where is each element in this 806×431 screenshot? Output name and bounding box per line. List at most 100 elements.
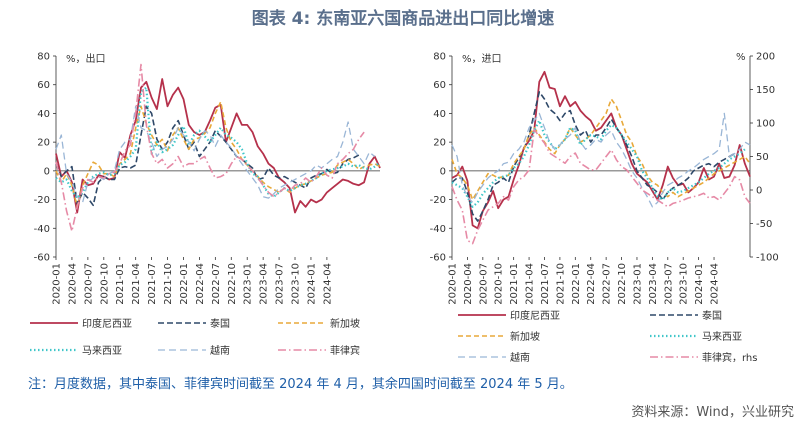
- y-tick-label: 40: [37, 109, 50, 120]
- legend-item-5: 菲律宾: [278, 344, 360, 357]
- legend-label: 菲律宾，rhs: [702, 351, 757, 364]
- y2-tick-label: 150: [756, 85, 775, 96]
- legend-label: 马来西亚: [702, 331, 742, 343]
- x-tick-label: 2023-04: [259, 263, 270, 305]
- y2-tick-label: 50: [756, 152, 769, 163]
- legend-label: 印度尼西亚: [82, 317, 132, 330]
- legend-item-4: 越南: [458, 351, 530, 364]
- x-tick-label: 2023-07: [663, 263, 674, 305]
- unit-label: %，进口: [462, 53, 502, 65]
- x-tick-label: 2023-01: [243, 263, 254, 305]
- legend-item-3: 马来西亚: [650, 331, 742, 343]
- unit-label: %，出口: [66, 52, 106, 65]
- legend-label: 新加坡: [510, 330, 540, 343]
- y-tick-label: -20: [34, 195, 50, 206]
- y-tick-label: 80: [37, 52, 50, 63]
- y-tick-label: 0: [440, 166, 446, 177]
- x-tick-label: 2020-04: [67, 263, 78, 305]
- x-tick-label: 2023-10: [291, 263, 302, 305]
- legend-label: 马来西亚: [82, 345, 122, 357]
- x-tick-label: 2021-10: [163, 263, 174, 305]
- x-tick-label: 2022-01: [179, 263, 190, 305]
- x-tick-label: 2020-10: [494, 263, 505, 305]
- x-tick-label: 2022-10: [227, 263, 238, 305]
- legend-label: 印度尼西亚: [510, 309, 560, 322]
- series-line-0: [55, 78, 381, 214]
- import-chart: -60 -40 -20 0 20 40 60 80 -100 -50 0 50 100 150 200% %，…: [430, 52, 779, 305]
- x-tick-label: 2021-10: [555, 263, 566, 305]
- legend-label: 越南: [510, 351, 530, 364]
- legend-item-0: 印度尼西亚: [458, 309, 560, 322]
- y-tick-label: 60: [433, 80, 446, 91]
- legend-label: 越南: [210, 344, 230, 357]
- legend-item-1: 泰国: [650, 309, 722, 322]
- x-tick-label: 2022-01: [571, 263, 582, 305]
- y-tick-label: -40: [34, 224, 50, 235]
- x-tick-label: 2020-01: [448, 263, 459, 305]
- y2-tick-label: 200: [756, 52, 775, 63]
- legend-item-3: 马来西亚: [30, 345, 122, 357]
- series-line-3: [55, 86, 381, 200]
- series-line-5: [55, 63, 365, 232]
- x-tick-label: 2020-01: [52, 263, 63, 305]
- x-tick-label: 2024-01: [306, 263, 317, 305]
- x-tick-label: 2022-04: [195, 263, 206, 305]
- figure-title: 图表 4: 东南亚六国商品进出口同比增速: [251, 9, 555, 29]
- y-tick-label: 80: [433, 52, 446, 63]
- y-tick-label: -60: [34, 253, 50, 264]
- y-tick-label: -40: [430, 224, 446, 235]
- x-tick-label: 2022-04: [586, 263, 597, 305]
- charts-canvas: -60 -40 -20 0 20 40 60 80 %，出口 2020-01 2020-04 2020…: [30, 52, 779, 364]
- series-line-4: [451, 112, 751, 208]
- x-tick-label: 2022-10: [617, 263, 628, 305]
- legend-item-4: 越南: [158, 344, 230, 357]
- series-line-4: [55, 105, 376, 204]
- y-tick-label: 60: [37, 80, 50, 91]
- legend-item-2: 新加坡: [458, 330, 540, 343]
- chart-note: 注：月度数据，其中泰国、菲律宾时间截至 2024 年 4 月，其余四国时间截至 …: [28, 377, 573, 392]
- x-tick-label: 2022-07: [602, 263, 613, 305]
- x-tick-label: 2020-07: [478, 263, 489, 305]
- x-tick-label: 2020-10: [99, 263, 110, 305]
- x-tick-label: 2023-07: [275, 263, 286, 305]
- y2-tick-label: -50: [756, 219, 772, 230]
- x-tick-label: 2023-04: [648, 263, 659, 305]
- y2-unit-label: %: [736, 52, 746, 63]
- source-credit: 资料来源：Wind，兴业研究: [631, 405, 794, 420]
- x-tick-label: 2021-04: [131, 263, 142, 305]
- x-tick-label: 2024-04: [710, 263, 721, 305]
- y-tick-label: -60: [430, 253, 446, 264]
- legend-label: 泰国: [702, 309, 722, 322]
- legend-item-1: 泰国: [158, 317, 230, 330]
- x-tick-label: 2020-04: [463, 263, 474, 305]
- legend-label: 菲律宾: [330, 344, 360, 357]
- y-tick-label: 20: [37, 138, 50, 149]
- x-tick-label: 2021-07: [147, 263, 158, 305]
- x-tick-label: 2024-01: [694, 263, 705, 305]
- export-chart: -60 -40 -20 0 20 40 60 80 %，出口 2020-01 2020-04 2020…: [34, 52, 381, 305]
- x-tick-label: 2022-07: [211, 263, 222, 305]
- legend-item-2: 新加坡: [278, 317, 360, 330]
- y2-tick-label: -100: [756, 253, 779, 264]
- series-line-2: [451, 98, 751, 201]
- x-tick-label: 2021-01: [115, 263, 126, 305]
- series-line-5: [451, 128, 751, 245]
- legend-label: 泰国: [210, 317, 230, 330]
- legend-item-0: 印度尼西亚: [30, 317, 132, 330]
- x-tick-label: 2021-01: [509, 263, 520, 305]
- series-line-2: [55, 101, 381, 208]
- y-tick-label: 40: [433, 109, 446, 120]
- y2-tick-label: 100: [756, 119, 775, 130]
- series-line-1: [451, 91, 735, 222]
- x-tick-label: 2024-04: [322, 263, 333, 305]
- series-line-3: [451, 119, 746, 208]
- series-line-0: [451, 70, 751, 230]
- x-tick-label: 2020-07: [83, 263, 94, 305]
- legend-item-5: 菲律宾，rhs: [650, 351, 757, 364]
- y2-tick-label: 0: [756, 186, 762, 197]
- series-line-1: [55, 105, 360, 207]
- y-tick-label: 0: [44, 166, 50, 177]
- x-tick-label: 2023-01: [632, 263, 643, 305]
